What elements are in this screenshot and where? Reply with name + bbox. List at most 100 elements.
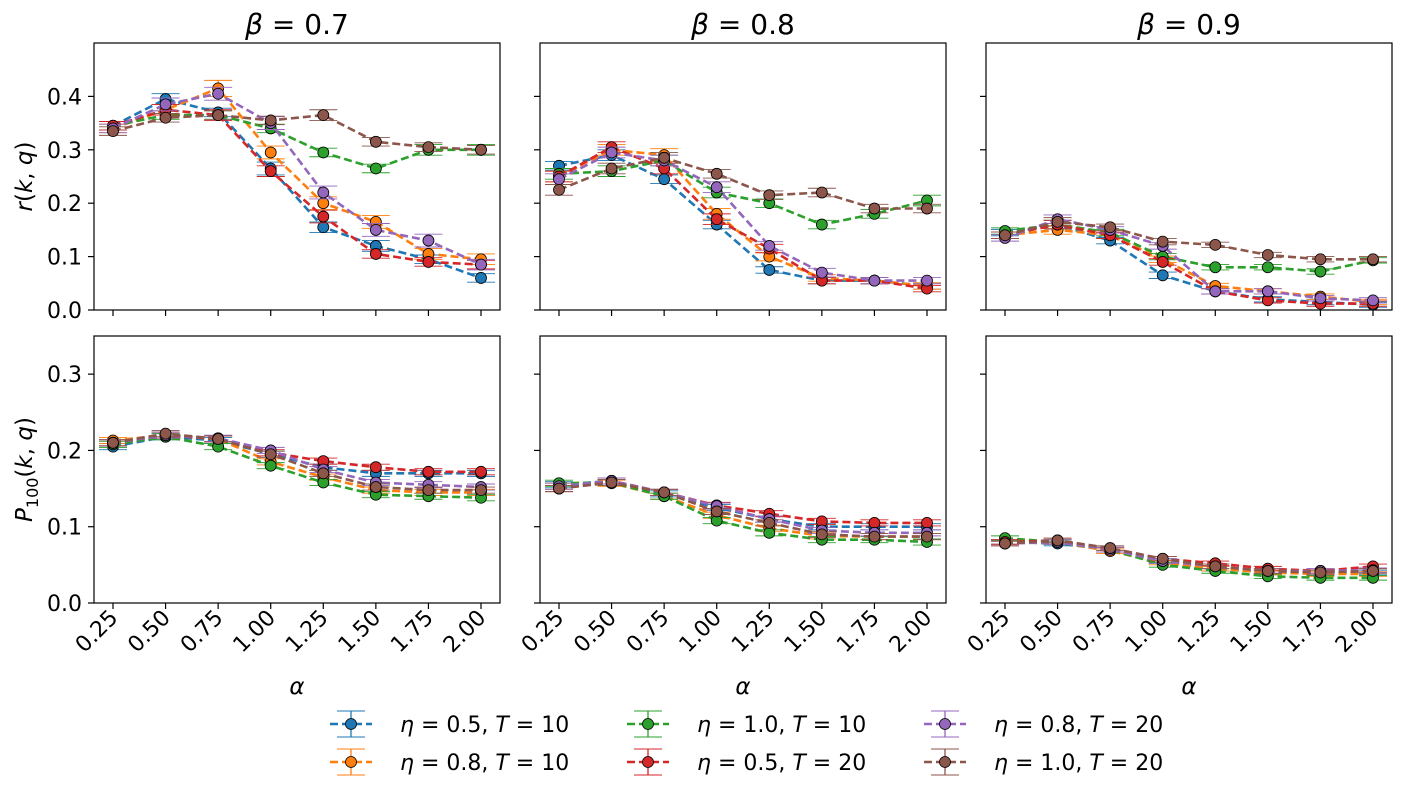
x-tick-label: 0.25 xyxy=(517,606,569,658)
axes-frame xyxy=(985,335,1393,604)
data-point xyxy=(1051,534,1064,547)
series-6 xyxy=(99,427,495,496)
data-point xyxy=(1156,256,1169,268)
data-point xyxy=(763,240,776,252)
x-tick-label: 0.50 xyxy=(569,606,621,658)
data-point xyxy=(921,530,933,543)
legend-entry-1: η = 0.5, T = 10 xyxy=(330,710,569,738)
x-tick-label: 0.75 xyxy=(622,606,674,658)
data-point xyxy=(763,264,776,276)
series-line xyxy=(112,86,482,261)
series-6 xyxy=(545,476,941,543)
x-tick-label: 1.25 xyxy=(727,606,779,658)
legend-entry-4: η = 0.5, T = 20 xyxy=(627,748,866,776)
data-point xyxy=(1156,269,1169,282)
series-line xyxy=(1004,228,1374,304)
y-tick-label: 0.0 xyxy=(47,299,82,324)
x-tick-label: 1.50 xyxy=(334,606,386,658)
data-point xyxy=(999,229,1011,242)
data-point xyxy=(815,528,828,541)
legend-entry-5: η = 0.8, T = 20 xyxy=(924,710,1163,738)
data-point xyxy=(815,218,828,231)
data-point xyxy=(763,526,776,539)
y-tick-label: 0.2 xyxy=(47,439,82,464)
panel-title: β = 0.7 xyxy=(244,8,349,41)
series-5 xyxy=(545,146,941,287)
data-point xyxy=(475,272,487,284)
legend-label: η = 0.8, T = 20 xyxy=(994,713,1163,738)
series-line xyxy=(112,432,481,492)
series-line xyxy=(558,479,927,535)
x-tick-label: 2.00 xyxy=(1331,606,1383,658)
panels: 0.0 0.1 0.2 0.3 0.4 β = 0.7 r(k, q) β = 0.8 β = … xyxy=(12,8,1393,700)
x-tick-label: 1.25 xyxy=(1173,606,1225,658)
series-6 xyxy=(991,534,1387,579)
x-tick-label: 0.25 xyxy=(963,606,1015,658)
data-point xyxy=(369,481,382,493)
data-point xyxy=(868,202,881,215)
data-point xyxy=(369,461,382,474)
legend: η = 0.5, T = 10 η = 0.8, T = 10 η = 1.0, T… xyxy=(330,710,1163,776)
data-point xyxy=(107,125,119,138)
series-3 xyxy=(991,532,1387,584)
data-point xyxy=(264,165,277,178)
x-tick-label: 1.75 xyxy=(832,606,884,658)
series-line xyxy=(112,92,482,266)
data-point xyxy=(317,467,330,480)
data-point xyxy=(1104,542,1117,554)
series-line xyxy=(558,151,927,282)
data-point xyxy=(212,87,225,100)
data-point xyxy=(317,146,330,159)
data-point xyxy=(159,111,172,124)
data-point xyxy=(1156,552,1169,565)
data-point xyxy=(1367,253,1379,266)
data-point xyxy=(317,109,330,121)
data-point xyxy=(264,459,277,472)
series-line xyxy=(558,156,927,210)
data-point xyxy=(159,427,172,440)
x-tick-label: 2.00 xyxy=(439,606,491,658)
legend-label: η = 0.8, T = 10 xyxy=(400,751,569,776)
data-point xyxy=(475,258,487,271)
data-point xyxy=(710,213,723,226)
data-point xyxy=(921,517,933,529)
series-3 xyxy=(545,154,941,231)
axes-frame xyxy=(93,42,501,311)
data-point xyxy=(605,476,618,489)
y-tick-label: 0.4 xyxy=(47,85,82,110)
data-point xyxy=(475,143,487,156)
y-axis-label: P100(k, q) xyxy=(12,417,42,522)
legend-swatch xyxy=(330,748,372,776)
data-point xyxy=(422,465,435,478)
series-line xyxy=(558,159,928,226)
data-point xyxy=(553,183,565,196)
data-point xyxy=(422,484,435,496)
data-point xyxy=(107,436,119,449)
data-point xyxy=(422,256,435,268)
series-line xyxy=(558,153,928,288)
data-point xyxy=(1209,261,1222,274)
data-point xyxy=(317,186,330,199)
legend-entry-2: η = 0.8, T = 10 xyxy=(330,748,569,776)
data-point xyxy=(1051,215,1064,228)
x-axis-label: α xyxy=(735,674,750,700)
series-6 xyxy=(991,215,1387,266)
x-tick-label: 1.00 xyxy=(675,606,727,658)
data-point xyxy=(369,248,382,260)
x-tick-label: 2.00 xyxy=(885,606,937,658)
legend-label: η = 0.5, T = 20 xyxy=(697,751,866,776)
data-point xyxy=(1367,294,1379,307)
y-tick-label: 0.1 xyxy=(47,516,82,541)
series-6 xyxy=(545,151,941,215)
data-point xyxy=(1209,560,1222,573)
data-point xyxy=(264,146,277,159)
data-point xyxy=(1314,253,1327,266)
data-point xyxy=(264,114,277,127)
legend-entry-6: η = 1.0, T = 20 xyxy=(924,748,1163,776)
x-tick-label: 1.75 xyxy=(1278,606,1330,658)
y-tick-label: 0.2 xyxy=(47,192,82,217)
data-point xyxy=(553,173,565,186)
panel-title: β = 0.9 xyxy=(1136,8,1241,41)
data-point xyxy=(1261,249,1274,261)
